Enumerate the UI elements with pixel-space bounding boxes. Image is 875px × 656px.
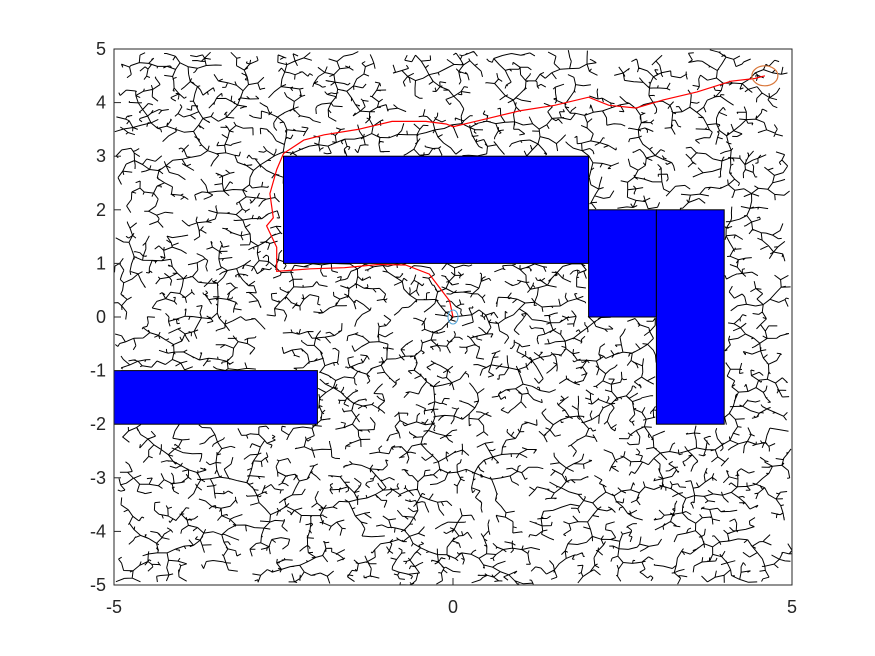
path-line (265, 75, 766, 318)
obstacle-top-center (283, 155, 590, 264)
obstacle-left (113, 370, 318, 425)
axes (113, 48, 793, 586)
y-tick-label: 0 (96, 307, 106, 327)
obstacles (113, 155, 725, 425)
y-tick-label: -3 (90, 468, 106, 488)
x-tick-label: 5 (787, 597, 797, 617)
start-goal-markers (447, 65, 779, 325)
y-tick-label: 4 (96, 93, 106, 113)
obstacle-right-tall (655, 209, 725, 425)
y-tick-label: -4 (90, 521, 106, 541)
x-tick-label: 0 (448, 597, 458, 617)
y-tick-label: -2 (90, 414, 106, 434)
tree-edges (114, 49, 793, 586)
y-tick-label: -1 (90, 361, 106, 381)
rrt-tree (114, 49, 793, 586)
x-tick-label: -5 (106, 597, 122, 617)
y-tick-label: 1 (96, 253, 106, 273)
planned-path (265, 75, 766, 318)
y-tick-label: 5 (96, 39, 106, 59)
y-tick-label: 2 (96, 200, 106, 220)
start-marker (447, 309, 459, 325)
tick-labels: -5 0 5 5 4 3 2 1 0 -1 -2 -3 -4 -5 (90, 39, 797, 617)
y-tick-label: -5 (90, 575, 106, 595)
obstacle-right-upper (588, 209, 657, 318)
y-tick-label: 3 (96, 146, 106, 166)
goal-marker (751, 65, 779, 87)
